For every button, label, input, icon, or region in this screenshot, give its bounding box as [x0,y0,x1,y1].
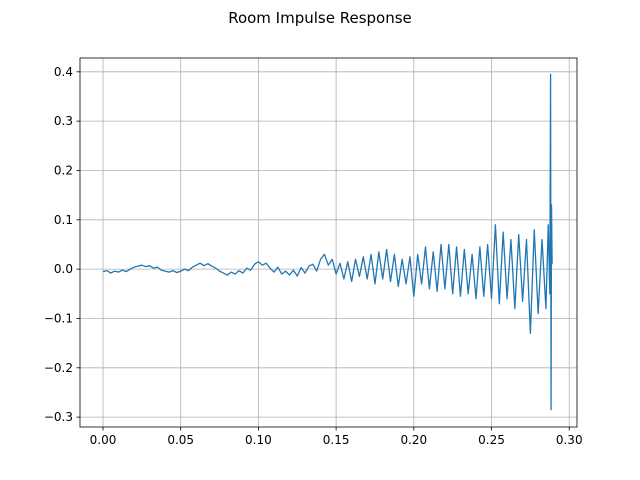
plot-frame [79,57,578,428]
chart-title: Room Impulse Response [228,9,412,27]
signal-line [102,73,553,411]
y-tick-label: 0.3 [54,114,73,128]
x-tick-label: 0.00 [90,433,117,447]
y-tick-label: 0.2 [54,163,73,177]
x-tick-label: 0.30 [556,433,583,447]
y-tick-label: −0.3 [44,410,73,424]
y-tick-label: −0.1 [44,311,73,325]
x-tick-label: 0.20 [400,433,427,447]
x-tick-label: 0.10 [245,433,272,447]
y-tick-label: −0.2 [44,361,73,375]
y-tick-label: 0.4 [54,65,73,79]
x-tick-label: 0.25 [478,433,505,447]
y-tick-label: 0.0 [54,262,73,276]
x-tick-label: 0.05 [167,433,194,447]
y-tick-label: 0.1 [54,213,73,227]
x-tick-label: 0.15 [323,433,350,447]
